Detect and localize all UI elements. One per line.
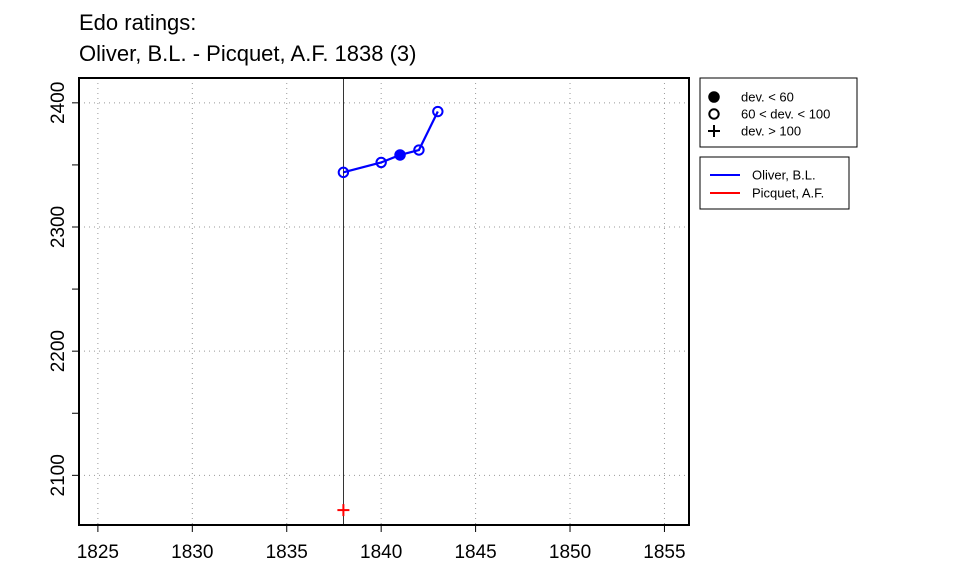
x-tick-label: 1840 [360, 542, 402, 563]
legend-label: Picquet, A.F. [752, 186, 824, 201]
series-oliver-b-l [337, 105, 444, 179]
data-point [337, 166, 350, 179]
marker-legend: dev. < 60 60 < dev. < 100 dev. > 100 [699, 77, 858, 148]
x-tick-label: 1830 [171, 542, 213, 563]
legend-marker-filled [708, 91, 720, 103]
x-tick-label: 1835 [266, 542, 308, 563]
series-line [343, 111, 439, 174]
x-tick-label: 1845 [454, 542, 496, 563]
x-tick-label: 1855 [643, 542, 685, 563]
data-point [394, 149, 406, 161]
series-picquet-a-f [337, 504, 350, 517]
legend-label: dev. > 100 [741, 124, 801, 139]
x-tick-label: 1850 [549, 542, 591, 563]
plot-frame [78, 77, 690, 526]
x-tick-label: 1825 [77, 542, 119, 563]
marker-legend-frame [699, 77, 858, 148]
legend-label: 60 < dev. < 100 [741, 107, 830, 122]
data-point [432, 105, 444, 118]
y-tick-label: 2200 [48, 330, 69, 372]
y-tick-label: 2300 [48, 206, 69, 248]
legend-marker-plus [708, 125, 720, 137]
series-legend: Oliver, B.L. Picquet, A.F. [699, 156, 850, 210]
chart-title-line-2: Oliver, B.L. - Picquet, A.F. 1838 (3) [79, 41, 417, 66]
series-legend-frame [699, 156, 850, 210]
data-point [337, 504, 350, 517]
data-point [413, 144, 425, 156]
y-tick-label: 2400 [48, 82, 69, 124]
y-tick-label: 2100 [48, 454, 69, 496]
data-point [375, 156, 387, 169]
legend-label: dev. < 60 [741, 90, 794, 105]
legend-label: Oliver, B.L. [752, 168, 816, 183]
chart-title-line-1: Edo ratings: [79, 10, 197, 35]
legend-marker-open [708, 108, 720, 120]
